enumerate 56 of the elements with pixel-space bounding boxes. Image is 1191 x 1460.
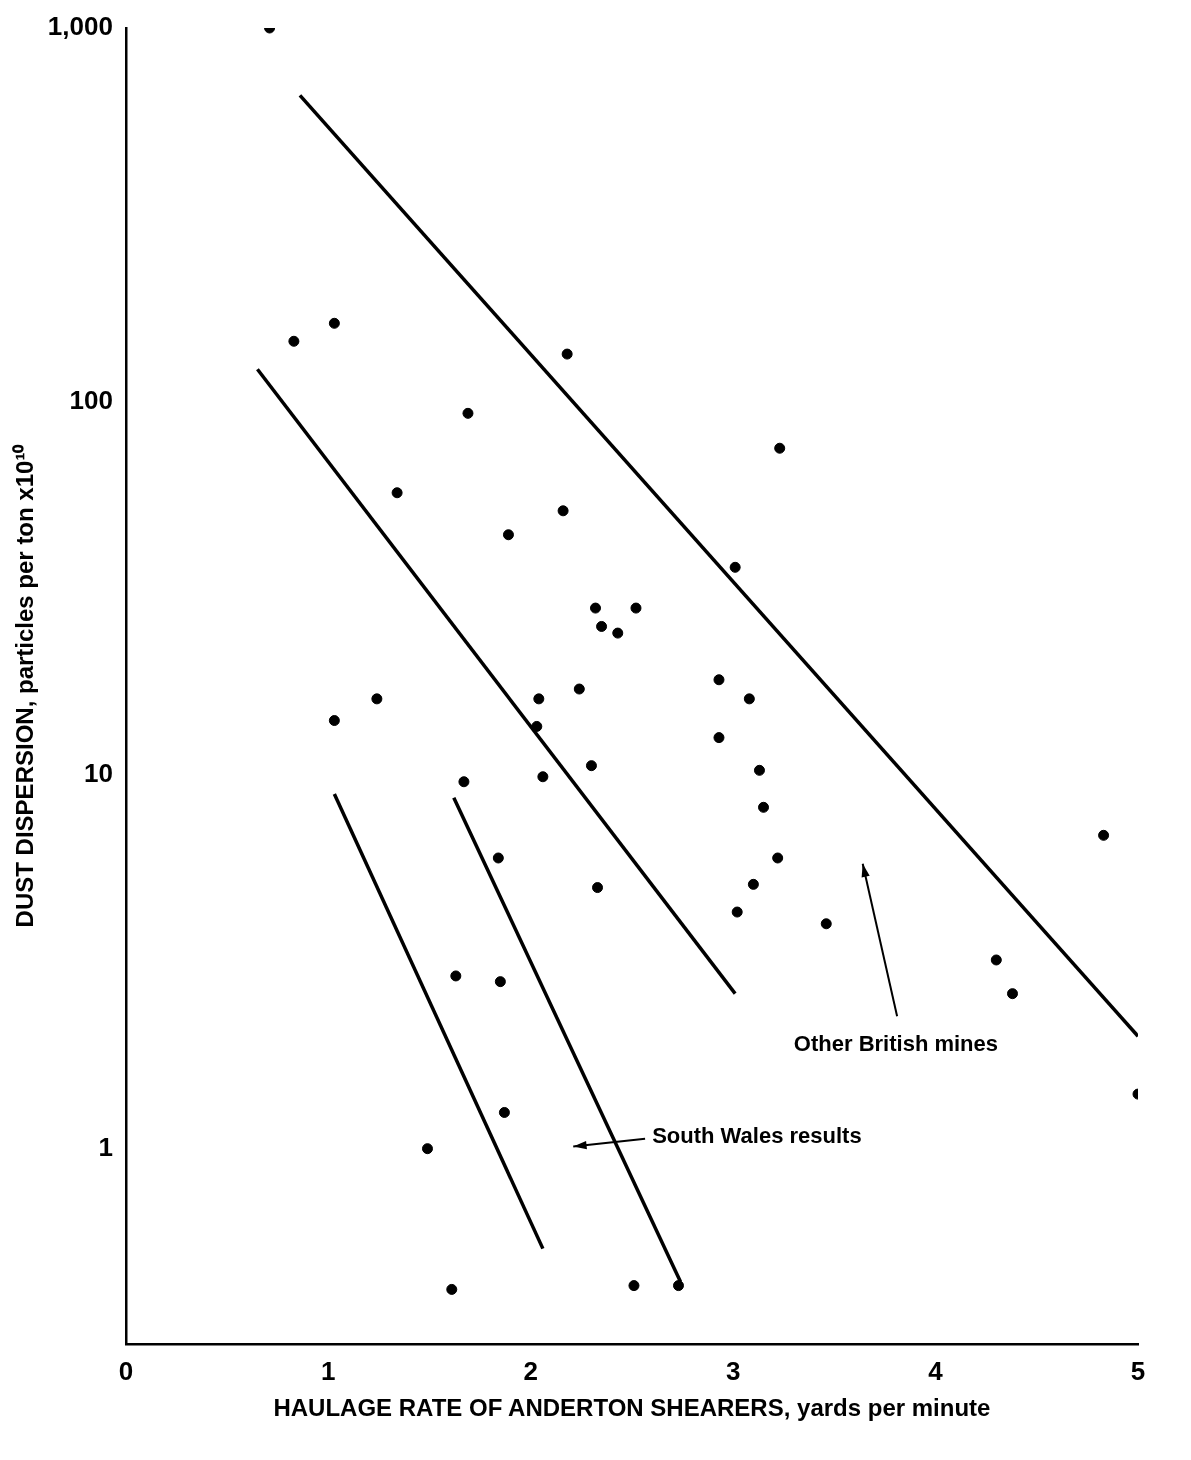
point [758,801,770,813]
point [573,683,585,695]
point [531,720,543,732]
annotation: South Wales results [652,1123,862,1149]
point [502,529,514,541]
point [421,1143,433,1155]
point [672,1280,684,1292]
x-tick-label: 4 [928,1355,944,1386]
point [743,693,755,705]
point [713,732,725,744]
point [494,976,506,988]
x-tick-label: 3 [725,1355,741,1386]
point [446,1283,458,1295]
point [533,693,545,705]
point [772,852,784,864]
x-tick-label: 5 [1130,1355,1146,1386]
point [328,317,340,329]
point [990,954,1002,966]
point [612,627,624,639]
point [450,970,462,982]
point [328,715,340,727]
point [729,561,741,573]
point [592,882,604,894]
point [630,602,642,614]
point [371,693,383,705]
point [1006,988,1018,1000]
point [731,906,743,918]
point [561,348,573,360]
point [820,918,832,930]
point [1098,829,1110,841]
y-tick-label: 100 [69,384,113,415]
point [537,771,549,783]
point [596,620,608,632]
annotation: Other British mines [793,1031,999,1057]
point [713,674,725,686]
x-axis-title: HAULAGE RATE OF ANDERTON SHEARERS, yards per minute [273,1394,991,1422]
point [753,764,765,776]
y-tick-label: 1 [98,1131,113,1162]
point [288,335,300,347]
point [391,487,403,499]
point [628,1280,640,1292]
point [774,442,786,454]
y-tick-label: 1,000 [47,11,113,42]
point [590,602,601,614]
y-axis-title: DUST DISPERSION, particles per ton x10¹⁰ [11,443,39,928]
point [462,407,474,419]
x-tick-label: 0 [118,1355,134,1386]
x-tick-label: 1 [321,1355,336,1386]
point [747,878,759,890]
point [458,776,470,788]
point [498,1106,510,1118]
point [585,760,597,772]
y-tick-label: 10 [83,758,113,789]
point [492,852,504,864]
point [557,505,569,517]
x-tick-label: 2 [523,1355,538,1386]
